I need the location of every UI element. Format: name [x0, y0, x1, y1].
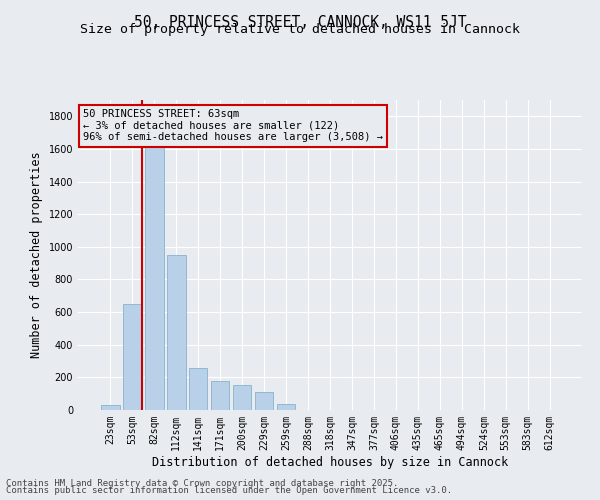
Text: Contains public sector information licensed under the Open Government Licence v3: Contains public sector information licen…	[6, 486, 452, 495]
Bar	[145, 136, 164, 410]
Bar	[277, 404, 295, 410]
X-axis label: Distribution of detached houses by size in Cannock: Distribution of detached houses by size …	[152, 456, 508, 468]
Bar	[167, 255, 185, 410]
Text: 50 PRINCESS STREET: 63sqm
← 3% of detached houses are smaller (122)
96% of semi-: 50 PRINCESS STREET: 63sqm ← 3% of detach…	[83, 110, 383, 142]
Bar	[101, 405, 119, 410]
Bar	[255, 392, 274, 410]
Y-axis label: Number of detached properties: Number of detached properties	[30, 152, 43, 358]
Text: Size of property relative to detached houses in Cannock: Size of property relative to detached ho…	[80, 22, 520, 36]
Bar	[211, 382, 229, 410]
Bar	[189, 368, 208, 410]
Bar	[233, 384, 251, 410]
Text: Contains HM Land Registry data © Crown copyright and database right 2025.: Contains HM Land Registry data © Crown c…	[6, 478, 398, 488]
Text: 50, PRINCESS STREET, CANNOCK, WS11 5JT: 50, PRINCESS STREET, CANNOCK, WS11 5JT	[134, 15, 466, 30]
Bar	[123, 304, 142, 410]
